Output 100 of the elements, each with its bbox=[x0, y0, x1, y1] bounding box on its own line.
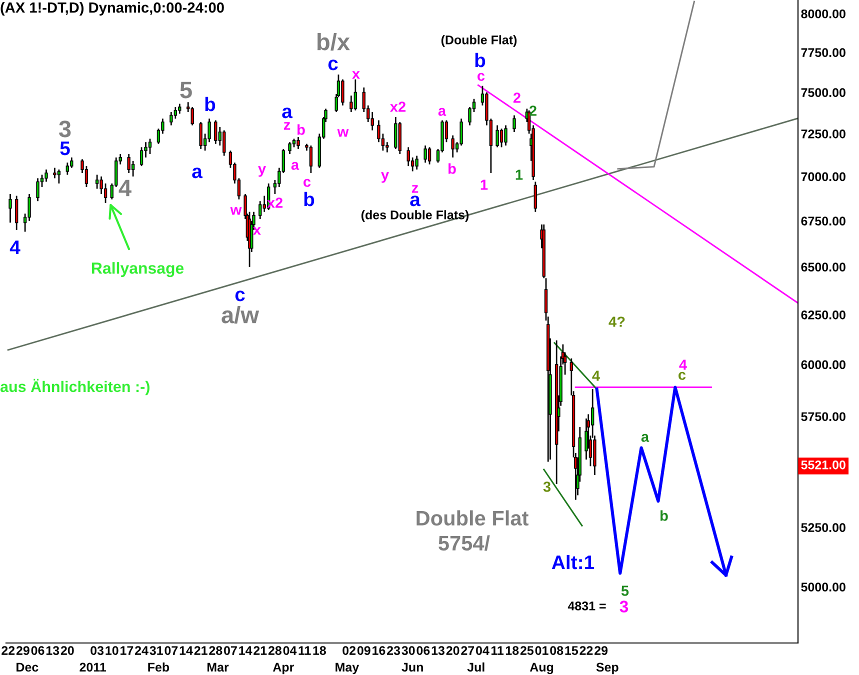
candlestick bbox=[386, 141, 389, 154]
candlestick bbox=[428, 146, 432, 166]
x-tick-label: 13 bbox=[432, 646, 444, 655]
y-tick-label: 7500.00 bbox=[801, 88, 846, 98]
x-tick-label: 30 bbox=[402, 646, 415, 655]
candlestick bbox=[496, 124, 499, 148]
y-tick-label: 7750.00 bbox=[801, 48, 846, 58]
candlestick bbox=[170, 111, 173, 126]
x-tick-label: 09 bbox=[357, 646, 370, 655]
candlestick bbox=[354, 78, 357, 112]
annotation: c bbox=[678, 372, 686, 380]
y-tick-label: 6250.00 bbox=[801, 310, 846, 320]
x-tick-label: 27 bbox=[461, 646, 474, 655]
annotation: Double Flat bbox=[416, 510, 528, 526]
x-tick-label: 16 bbox=[372, 646, 386, 655]
x2-tick-label: Sep bbox=[596, 662, 618, 674]
candlestick bbox=[127, 153, 130, 174]
candlestick bbox=[190, 106, 194, 126]
annotation: Alt:1 bbox=[552, 554, 594, 570]
candlestick bbox=[131, 160, 135, 178]
candlestick bbox=[341, 78, 344, 106]
x-tick-label: 28 bbox=[268, 646, 282, 655]
x-tick-label: 14 bbox=[239, 646, 252, 655]
x-tick-label: 28 bbox=[209, 646, 222, 655]
x-tick-label: 10 bbox=[106, 646, 118, 655]
x-tick-label: 08 bbox=[550, 646, 564, 655]
x-tick-label: 21 bbox=[254, 646, 267, 655]
x-tick-label: 07 bbox=[164, 646, 178, 655]
y-tick-label: 6000.00 bbox=[801, 360, 846, 370]
annotation: a bbox=[438, 108, 446, 116]
x-tick-label: 18 bbox=[313, 646, 326, 655]
x-tick-label: 11 bbox=[298, 646, 311, 655]
y-tick-label: 7000.00 bbox=[801, 172, 846, 182]
x-tick-label: 15 bbox=[565, 646, 578, 655]
x-tick-label: 21 bbox=[194, 646, 208, 655]
x-tick-label: 06 bbox=[31, 646, 44, 655]
candlestick bbox=[199, 121, 202, 150]
annotation: 5754/ bbox=[438, 535, 490, 551]
candlestick bbox=[15, 195, 18, 231]
annotation: a bbox=[410, 196, 421, 206]
annotation: 5 bbox=[180, 82, 192, 98]
x2-tick-label: May bbox=[336, 662, 360, 674]
candlestick bbox=[406, 146, 410, 167]
candlestick bbox=[8, 193, 12, 224]
annotation: a bbox=[641, 434, 650, 442]
candlestick bbox=[534, 181, 537, 213]
x-tick-label: 01 bbox=[535, 646, 548, 655]
candlestick bbox=[258, 200, 262, 220]
annotation: w bbox=[337, 129, 349, 137]
y-tick-label: 6500.00 bbox=[801, 262, 846, 272]
annotation: z bbox=[284, 122, 290, 130]
x-tick-label: 02 bbox=[342, 646, 356, 655]
x2-tick-label: Aug bbox=[530, 662, 554, 674]
x2-tick-label: Apr bbox=[272, 662, 294, 674]
text: 5521.00 bbox=[801, 460, 846, 470]
y-tick-label: 5750.00 bbox=[801, 412, 846, 422]
candlestick bbox=[95, 174, 99, 190]
candlestick bbox=[296, 136, 300, 150]
candlestick bbox=[500, 128, 504, 148]
x-tick-label: 04 bbox=[283, 646, 297, 655]
candlestick bbox=[36, 178, 40, 202]
x2-tick-label: Mar bbox=[207, 662, 229, 672]
candlestick bbox=[140, 146, 144, 167]
annotation: a bbox=[282, 108, 293, 118]
annotation: x2 bbox=[390, 102, 406, 112]
candlestick bbox=[288, 141, 292, 155]
x2-tick-label: Dec bbox=[16, 662, 38, 672]
annotation: 5 bbox=[621, 586, 629, 596]
candlestick bbox=[309, 144, 313, 174]
candlestick bbox=[100, 176, 103, 195]
candlestick bbox=[451, 134, 454, 158]
chart-title: (AX 1!-DT,D) Dynamic,0:00-24:00 bbox=[0, 2, 224, 16]
annotation: (Double Flat) bbox=[441, 35, 517, 47]
annotation: b bbox=[475, 52, 486, 68]
annotation: (des Double Flats) bbox=[361, 210, 469, 222]
candlestick bbox=[512, 114, 516, 133]
x-tick-label: 14 bbox=[180, 646, 193, 655]
annotation: 4831 = bbox=[568, 602, 606, 610]
candlestick bbox=[394, 116, 398, 150]
x-tick-label: 23 bbox=[387, 646, 400, 655]
x2-tick-label: Feb bbox=[148, 662, 170, 672]
annotation: c bbox=[478, 72, 485, 81]
candlestick bbox=[214, 120, 218, 145]
candlestick bbox=[584, 418, 588, 460]
y-tick-label: 7250.00 bbox=[801, 130, 846, 138]
x-tick-label: 13 bbox=[46, 646, 60, 655]
annotation: x bbox=[253, 227, 261, 235]
y-tick-label: 8000.00 bbox=[801, 9, 846, 18]
annotation: y bbox=[381, 172, 389, 183]
annotation: 3 bbox=[543, 482, 551, 492]
candlestick bbox=[504, 124, 508, 146]
annotation: c bbox=[328, 60, 338, 70]
annotation: c bbox=[235, 290, 245, 302]
candlestick bbox=[44, 168, 48, 182]
annotation: z bbox=[412, 185, 418, 193]
annotation: 4 bbox=[679, 360, 687, 370]
x-tick-label: 29 bbox=[16, 646, 30, 655]
annotation: 3 bbox=[58, 120, 71, 138]
x2-tick-label: Jul bbox=[467, 662, 484, 672]
x-tick-label: 18 bbox=[506, 646, 519, 655]
